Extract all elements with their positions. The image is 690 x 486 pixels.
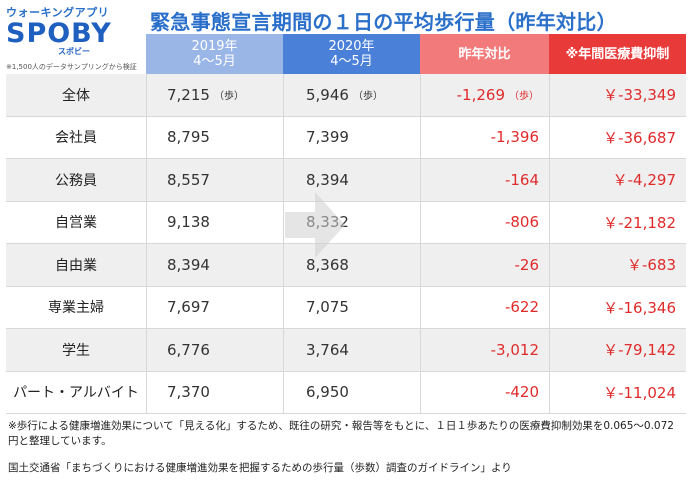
cell-2020: 8,368 — [283, 244, 420, 286]
header-2020-months: 4〜5月 — [330, 54, 373, 69]
brand-kana: スポビー — [58, 47, 90, 56]
cell-2020: 8,394 — [283, 159, 420, 201]
cell-medical: ￥-4,297 — [549, 159, 686, 201]
table-row: 学生 6,776 3,764 -3,012 ￥-79,142 — [6, 329, 686, 372]
sample-note: ※1,500人のデータサンプリングから検証 — [6, 63, 137, 71]
cell-diff: -26 — [420, 244, 549, 286]
table-row: 公務員 8,557 8,394 -164 ￥-4,297 — [6, 159, 686, 202]
header-2020-year: 2020年 — [328, 39, 375, 54]
row-label: 会社員 — [55, 130, 97, 147]
page-title: 緊急事態宣言期間の１日の平均歩行量（昨年対比） — [150, 10, 617, 34]
source-note: 国土交通省「まちづくりにおける健康増進効果を把握するための歩行量（歩数）調査のガ… — [8, 462, 512, 474]
cell-diff: -1,269 （歩） — [420, 74, 549, 116]
unit-label: （歩） — [213, 91, 244, 103]
cell-medical: ￥-36,687 — [549, 116, 686, 158]
table-row: 全体 7,215 （歩） 5,946 （歩） -1,269 （歩） ￥-33,349 — [6, 74, 686, 117]
cell-2020: 7,075 — [283, 286, 420, 328]
header-diff: 昨年対比 — [420, 34, 549, 74]
cell-2020: 3,764 — [283, 329, 420, 371]
row-label: 専業主婦 — [48, 300, 104, 317]
arrow-right-icon — [285, 192, 345, 258]
brand-name: SPOBY — [6, 18, 112, 49]
cell-2020: 5,946 （歩） — [283, 74, 420, 116]
cell-2019: 7,215 （歩） — [146, 74, 283, 116]
cell-diff: -420 — [420, 371, 549, 413]
cell-medical: ￥-21,182 — [549, 201, 686, 243]
steps-table: 全体 7,215 （歩） 5,946 （歩） -1,269 （歩） ￥-33,349 会社員 8,… — [6, 74, 686, 414]
row-label: 全体 — [62, 87, 90, 104]
row-label: 自由業 — [55, 257, 97, 274]
row-label: 自営業 — [55, 215, 97, 232]
cell-2019: 7,697 — [146, 286, 283, 328]
cell-diff: -1,396 — [420, 116, 549, 158]
cell-diff: -622 — [420, 286, 549, 328]
cell-2019: 9,138 — [146, 201, 283, 243]
cell-diff: -164 — [420, 159, 549, 201]
header-medical: ※年間医療費抑制 — [549, 34, 686, 74]
brand-logo: ウォーキングアプリ SPOBY スポビー — [6, 4, 146, 57]
header-2019: 2019年 4〜5月 — [146, 34, 283, 74]
table-row: パート・アルバイト 7,370 6,950 -420 ￥-11,024 — [6, 371, 686, 414]
header-2019-months: 4〜5月 — [193, 54, 236, 69]
row-label: 公務員 — [55, 172, 97, 189]
row-label: 学生 — [62, 342, 90, 359]
cell-medical: ￥-683 — [549, 244, 686, 286]
cell-2019: 8,795 — [146, 116, 283, 158]
cell-medical: ￥-79,142 — [549, 329, 686, 371]
table-row: 自由業 8,394 8,368 -26 ￥-683 — [6, 244, 686, 287]
cell-2019: 6,776 — [146, 329, 283, 371]
header-diff-label: 昨年対比 — [458, 46, 511, 62]
cell-medical: ￥-33,349 — [549, 74, 686, 116]
unit-label: （歩） — [352, 91, 383, 103]
cell-2020: 7,399 — [283, 116, 420, 158]
unit-label: （歩） — [509, 91, 539, 103]
cell-2019: 8,394 — [146, 244, 283, 286]
footnote: ※歩行による健康増進効果について「見える化」するため、既往の研究・報告等をもとに… — [8, 420, 674, 447]
header-2019-year: 2019年 — [191, 39, 238, 54]
header-2020: 2020年 4〜5月 — [283, 34, 420, 74]
cell-diff: -3,012 — [420, 329, 549, 371]
row-label: パート・アルバイト — [13, 385, 139, 402]
cell-diff: -806 — [420, 201, 549, 243]
header-medical-label: ※年間医療費抑制 — [565, 46, 670, 62]
brand-tagline: ウォーキングアプリ — [6, 6, 110, 19]
cell-2019: 8,557 — [146, 159, 283, 201]
table-row: 会社員 8,795 7,399 -1,396 ￥-36,687 — [6, 116, 686, 159]
cell-2020: 6,950 — [283, 371, 420, 413]
cell-medical: ￥-16,346 — [549, 286, 686, 328]
cell-medical: ￥-11,024 — [549, 371, 686, 413]
table-row: 専業主婦 7,697 7,075 -622 ￥-16,346 — [6, 286, 686, 329]
cell-2019: 7,370 — [146, 371, 283, 413]
